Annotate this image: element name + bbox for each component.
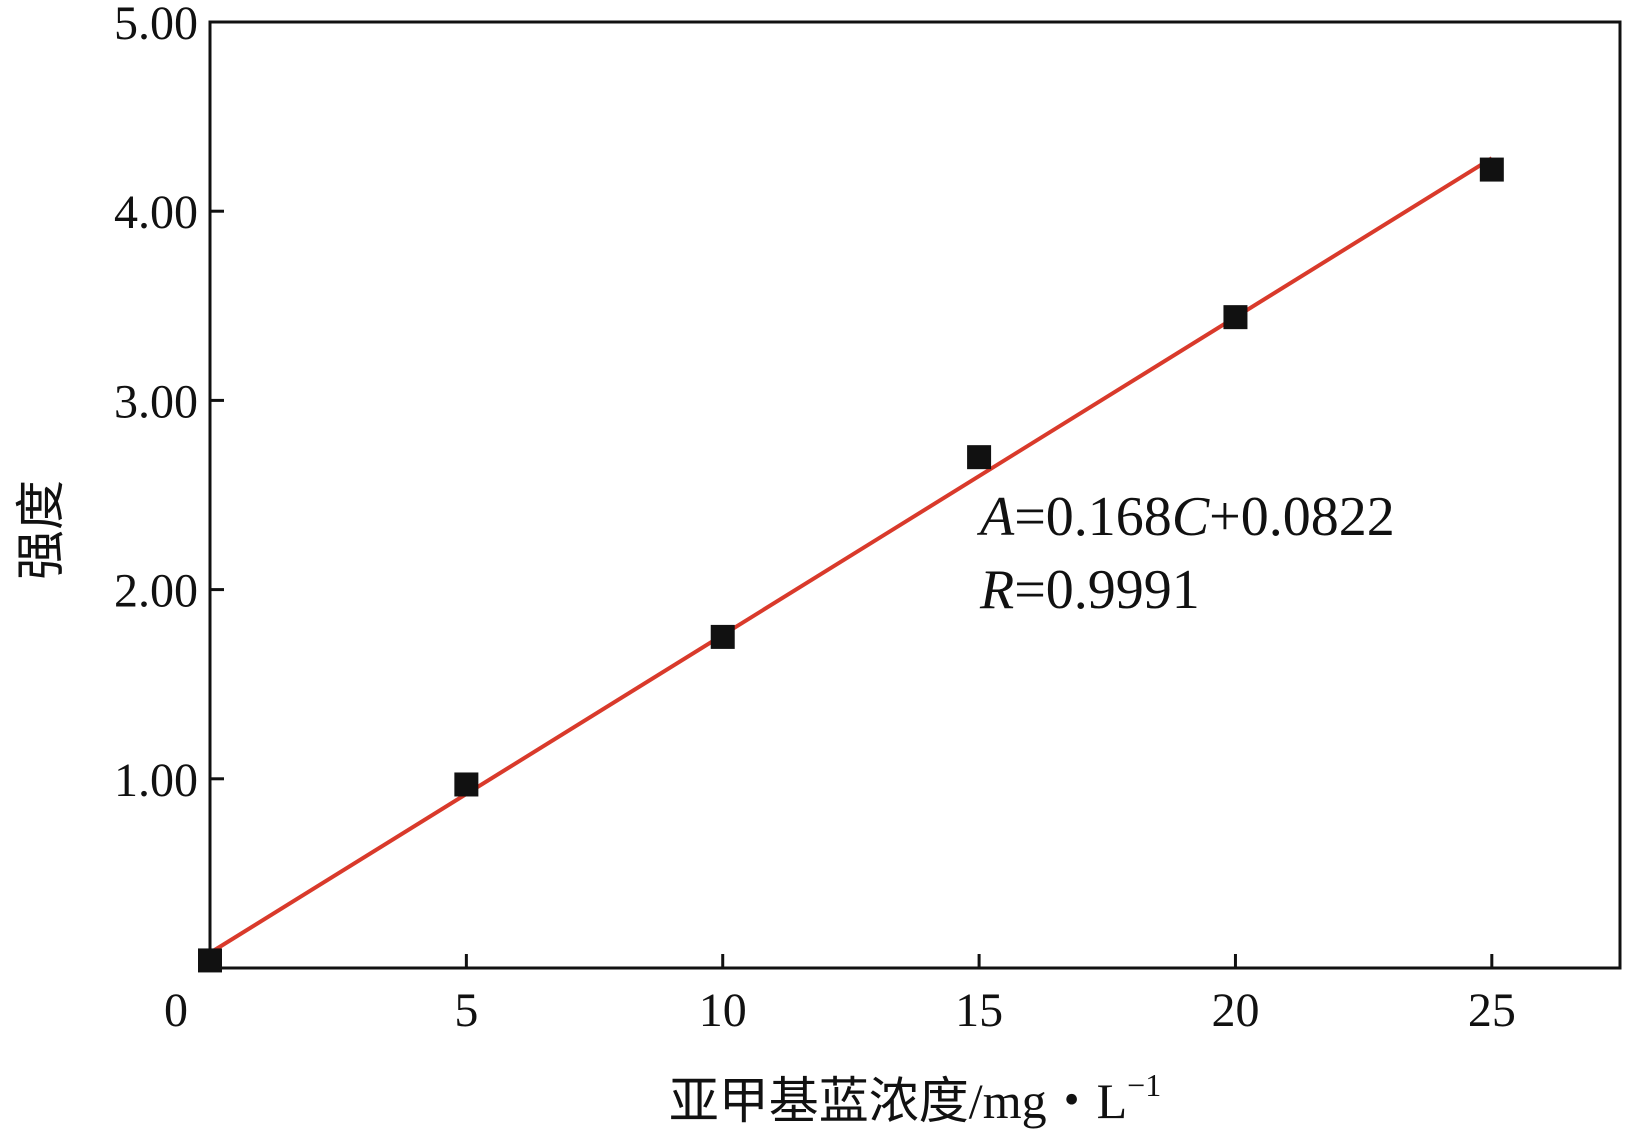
x-tick-label: 10 (699, 984, 747, 1037)
x-tick-label: 0 (164, 984, 188, 1037)
x-axis-ticks: 0 5 10 15 20 25 (164, 954, 1516, 1037)
y-tick-label: 4.00 (114, 186, 198, 239)
equation-annotation: A=0.168C+0.0822 (976, 486, 1395, 548)
data-point (967, 445, 992, 470)
equation-intercept: +0.0822 (1209, 486, 1395, 548)
equation-coef: =0.168 (1014, 486, 1172, 548)
data-point (710, 624, 735, 649)
y-axis-title: 强度 (13, 480, 69, 580)
data-point (454, 772, 479, 797)
x-axis-title: 亚甲基蓝浓度/mg・L−1 (669, 1067, 1161, 1129)
fit-line-group (208, 156, 1493, 955)
y-tick-label: 2.00 (114, 565, 198, 618)
y-tick-label: 1.00 (114, 754, 198, 807)
x-axis-title-superscript: −1 (1127, 1067, 1161, 1103)
y-tick-label: 5.00 (114, 0, 198, 50)
x-tick-label: 25 (1468, 984, 1516, 1037)
x-tick-label: 20 (1211, 984, 1259, 1037)
r-annotation: R=0.9991 (979, 559, 1200, 621)
x-axis-title-text: 亚甲基蓝浓度/mg・L (669, 1073, 1127, 1129)
x-tick-label: 15 (955, 984, 1003, 1037)
data-point (198, 948, 222, 973)
equation-var-a: A (976, 486, 1015, 548)
y-axis-ticks: 1.00 2.00 3.00 4.00 5.00 (114, 0, 224, 807)
data-point (1223, 305, 1248, 330)
equation-var-c: C (1172, 486, 1210, 548)
data-points-group (198, 157, 1504, 973)
y-tick-label: 3.00 (114, 375, 198, 428)
data-point (1479, 157, 1504, 182)
fit-line (208, 156, 1493, 955)
plot-frame (208, 20, 1622, 970)
r-var: R (979, 559, 1014, 621)
x-tick-label: 5 (454, 984, 478, 1037)
r-value: =0.9991 (1014, 559, 1200, 621)
